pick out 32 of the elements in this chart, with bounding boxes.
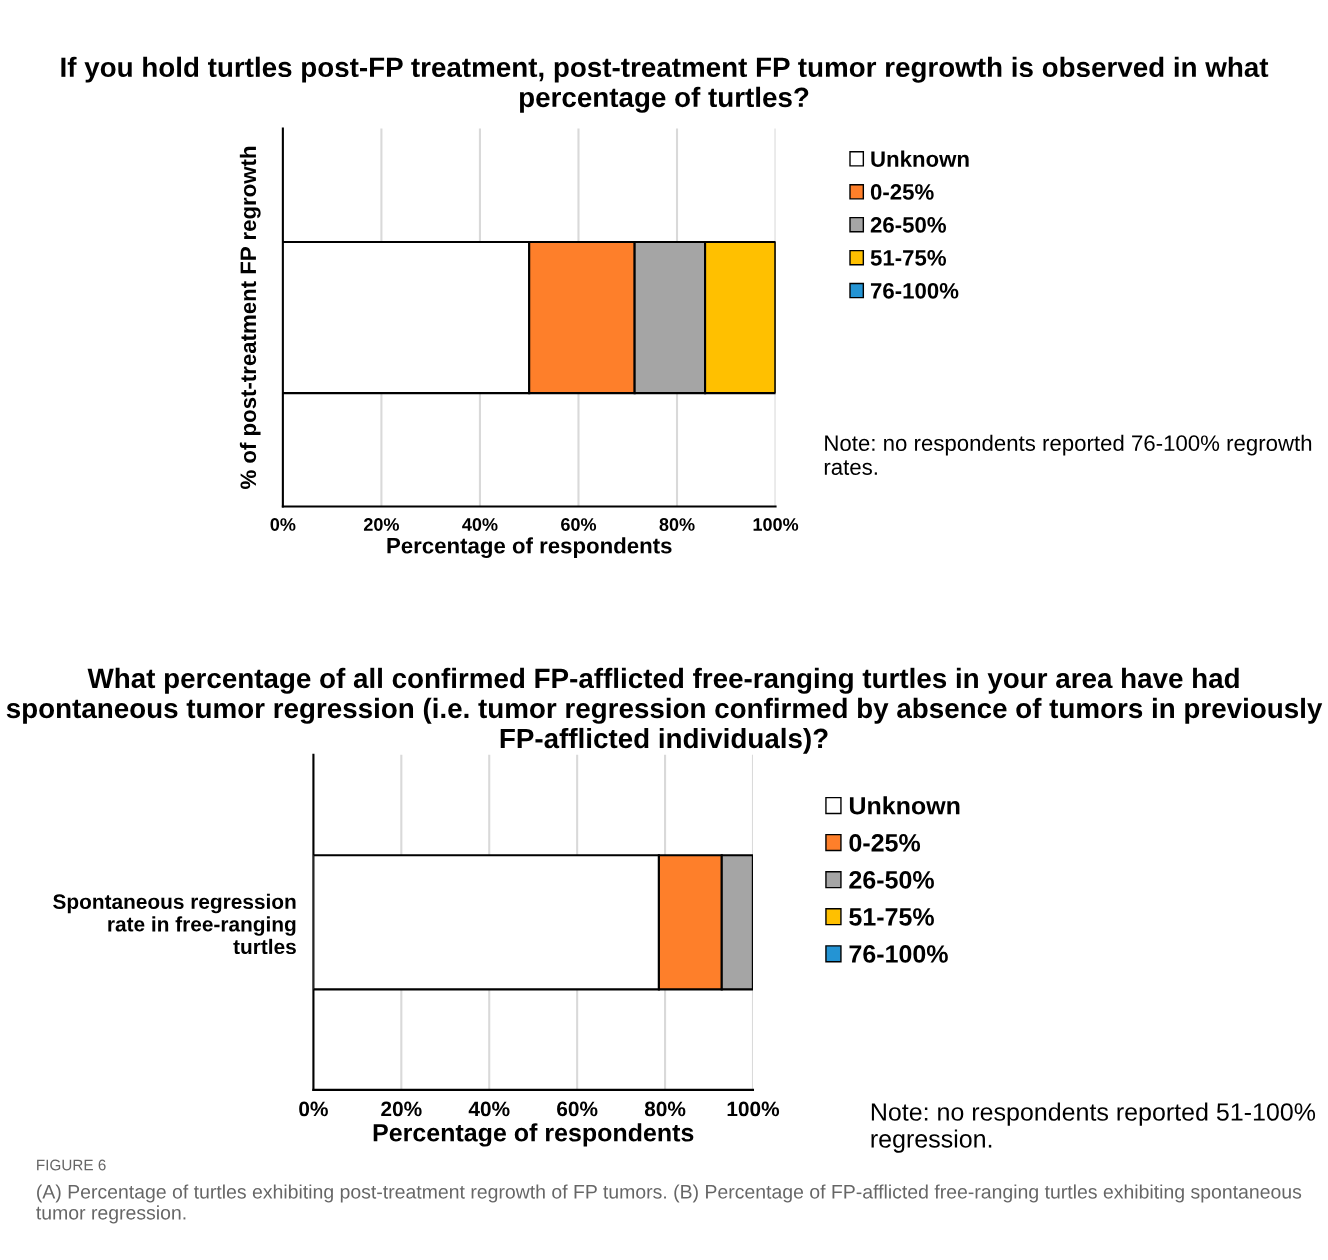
text: (A) Percentage of turtles exhibiting post-treatment regrowth of FP tumors. (B) Percentage of FP-afflicted free-ranging turtles exhibiting spontaneous tumor regression.	[36, 1184, 1302, 1224]
x-tick-label: 40%	[468, 1101, 510, 1117]
legend-label: Unknown	[849, 796, 960, 815]
legend-label: 26-50%	[849, 871, 934, 889]
caption: FIGURE 6	[37, 1159, 106, 1171]
legend-label: 0-25%	[870, 184, 934, 200]
legend-label: Unknown	[871, 150, 969, 167]
x-tick-label: 60%	[561, 518, 597, 531]
x-tick-label: 40%	[462, 518, 498, 531]
legend-label: 51-75%	[870, 250, 947, 266]
y-axis-title: % of post-treatment FP regrowth	[239, 146, 261, 489]
x-tick-label: 100%	[727, 1101, 780, 1117]
chart-title: If you hold turtles post-FP treatment, post-treatment FP tumor regrowth is observed in what percentage of turtles?	[61, 56, 1269, 113]
legend-label: 51-75%	[849, 908, 934, 926]
x-tick-label: 20%	[381, 1101, 422, 1117]
x-tick-label: 0%	[299, 1101, 328, 1117]
text: Note: no respondents reported 76-100% regrowth rates.	[824, 434, 1312, 475]
x-tick-label: 80%	[659, 518, 695, 531]
legend-label: 26-50%	[870, 217, 947, 233]
legend-label: 76-100%	[849, 945, 948, 963]
x-tick-label: 100%	[753, 518, 799, 531]
x-axis-title: Percentage of respondents	[373, 1123, 694, 1147]
x-tick-label: 20%	[363, 518, 399, 531]
text: Note: no respondents reported 51-100% regression.	[871, 1102, 1316, 1153]
x-axis-title: Percentage of respondents	[387, 537, 672, 559]
x-tick-label: 60%	[557, 1101, 598, 1117]
legend-label: 0-25%	[849, 833, 921, 852]
legend-label: 76-100%	[870, 282, 959, 299]
x-tick-label: 0%	[270, 518, 296, 531]
y-tick-label: Spontaneous regression rate in free-ranging turtles	[53, 893, 296, 955]
chart-title: What percentage of all confirmed FP-afflicted free-ranging turtles in your area have had spontaneous tumor regression (i.e. tumor regression confirmed by absence of tumors in previously FP-afflicted individuals)?	[6, 667, 1323, 754]
x-tick-label: 80%	[644, 1101, 686, 1117]
